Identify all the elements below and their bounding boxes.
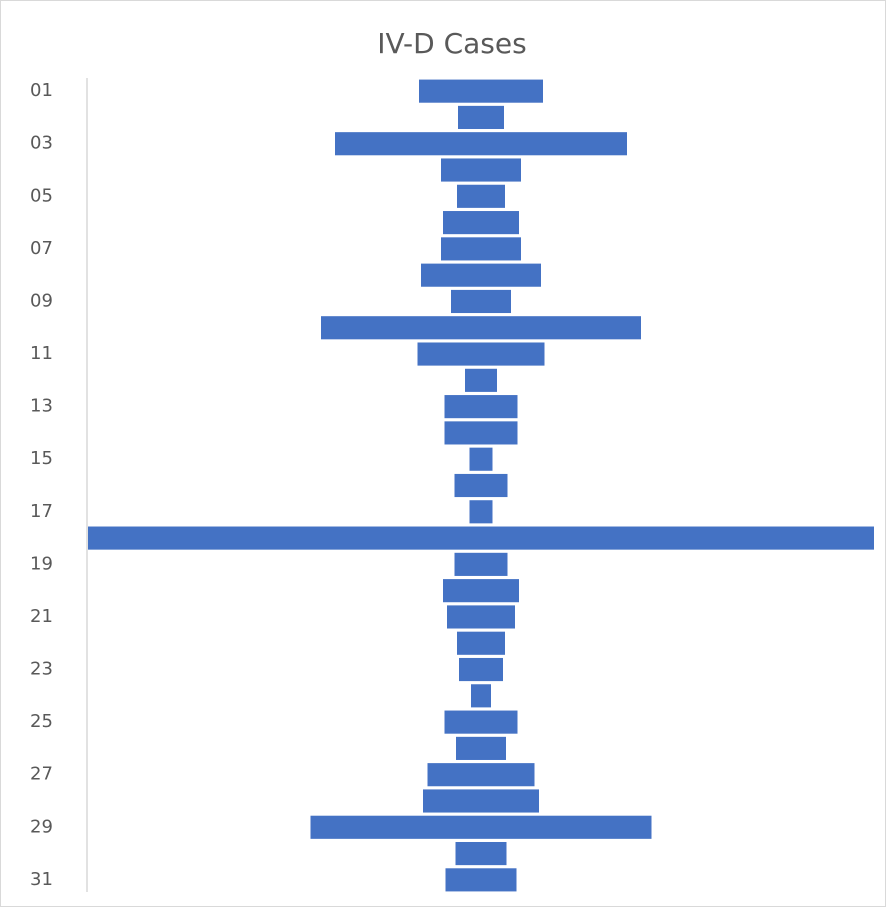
bar bbox=[471, 684, 491, 708]
bar bbox=[421, 263, 541, 287]
y-tick-label: 01 bbox=[30, 80, 53, 101]
bar bbox=[443, 579, 519, 603]
chart-title: IV-D Cases bbox=[377, 27, 526, 60]
bar bbox=[441, 158, 521, 182]
bar bbox=[335, 132, 627, 156]
bar bbox=[456, 736, 506, 760]
bar bbox=[417, 342, 545, 366]
bar bbox=[423, 789, 539, 813]
bar bbox=[447, 605, 515, 629]
bar bbox=[427, 763, 535, 787]
y-tick-label: 09 bbox=[30, 290, 53, 311]
bar bbox=[444, 421, 518, 445]
y-tick-label: 13 bbox=[30, 396, 53, 417]
bar bbox=[321, 316, 641, 340]
y-tick-label: 19 bbox=[30, 553, 53, 574]
bar bbox=[310, 815, 652, 839]
y-tick-label: 29 bbox=[30, 816, 53, 837]
bar bbox=[465, 368, 497, 392]
bar bbox=[454, 552, 508, 576]
bar bbox=[469, 447, 493, 471]
y-tick-label: 15 bbox=[30, 448, 53, 469]
bar bbox=[459, 657, 503, 682]
y-tick-label: 11 bbox=[30, 343, 53, 364]
y-tick-label: 17 bbox=[30, 501, 53, 522]
y-tick-label: 21 bbox=[30, 606, 53, 627]
bar bbox=[444, 710, 518, 734]
bar bbox=[445, 868, 517, 892]
bar bbox=[454, 473, 508, 498]
y-tick-label: 25 bbox=[30, 711, 53, 732]
y-tick-label: 31 bbox=[30, 869, 53, 890]
bar bbox=[455, 841, 507, 866]
bar bbox=[444, 395, 518, 419]
bar bbox=[443, 211, 519, 235]
y-tick-label: 07 bbox=[30, 238, 53, 259]
bar bbox=[457, 631, 505, 655]
bar bbox=[469, 500, 493, 524]
y-tick-label: 03 bbox=[30, 133, 53, 154]
bar bbox=[458, 105, 504, 130]
bar bbox=[451, 289, 511, 314]
bar bbox=[441, 237, 521, 261]
y-tick-label: 27 bbox=[30, 764, 53, 785]
bar bbox=[457, 184, 505, 208]
y-tick-label: 23 bbox=[30, 659, 53, 680]
bar bbox=[88, 526, 874, 550]
bar bbox=[419, 79, 543, 103]
y-tick-label: 05 bbox=[30, 185, 53, 206]
